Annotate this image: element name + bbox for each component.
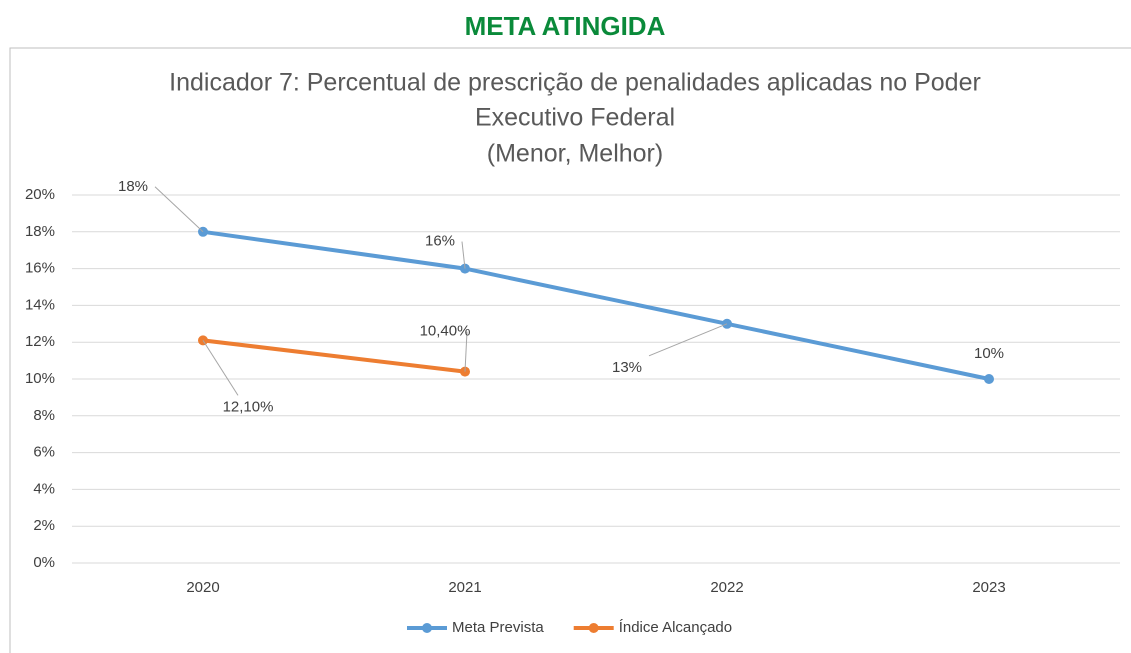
y-tick-label: 2% bbox=[33, 517, 55, 534]
leader-line bbox=[154, 186, 204, 233]
legend-label: Meta Prevista bbox=[452, 619, 544, 636]
legend-marker bbox=[422, 623, 432, 633]
leader-line bbox=[648, 323, 728, 357]
data-label: 12,10% bbox=[223, 398, 274, 415]
data-label: 16% bbox=[425, 233, 455, 250]
data-label: 13% bbox=[612, 359, 642, 376]
chart-title: (Menor, Melhor) bbox=[487, 140, 663, 168]
legend-marker bbox=[588, 623, 599, 633]
x-tick-label: 2020 bbox=[186, 579, 219, 596]
x-tick-label: 2021 bbox=[448, 579, 481, 596]
series-line bbox=[202, 338, 466, 374]
x-tick-label: 2023 bbox=[972, 579, 1005, 596]
series-line bbox=[202, 229, 990, 381]
header: META ATINGIDA bbox=[465, 11, 666, 41]
y-tick-label: 10% bbox=[25, 370, 55, 387]
y-tick-label: 6% bbox=[33, 444, 55, 461]
legend-label: Índice Alcançado bbox=[619, 619, 732, 636]
chart-border bbox=[9, 47, 1131, 653]
y-tick-label: 0% bbox=[33, 554, 55, 571]
y-tick-label: 18% bbox=[25, 223, 55, 240]
y-tick-label: 20% bbox=[25, 186, 55, 203]
y-tick-label: 12% bbox=[25, 333, 55, 350]
data-label: 10,40% bbox=[420, 323, 471, 340]
x-tick-label: 2022 bbox=[710, 579, 743, 596]
y-tick-label: 8% bbox=[33, 407, 55, 424]
leader-line bbox=[461, 241, 466, 269]
data-label: 18% bbox=[118, 178, 148, 195]
y-tick-label: 16% bbox=[25, 260, 55, 277]
data-point bbox=[984, 374, 994, 384]
leader-line bbox=[464, 331, 468, 372]
y-tick-label: 4% bbox=[33, 480, 55, 497]
data-label: 10% bbox=[974, 345, 1004, 362]
chart-title: Indicador 7: Percentual de prescrição de… bbox=[169, 69, 981, 97]
chart-title: Executivo Federal bbox=[475, 104, 675, 132]
leader-line bbox=[202, 340, 239, 396]
y-tick-label: 14% bbox=[25, 296, 55, 313]
